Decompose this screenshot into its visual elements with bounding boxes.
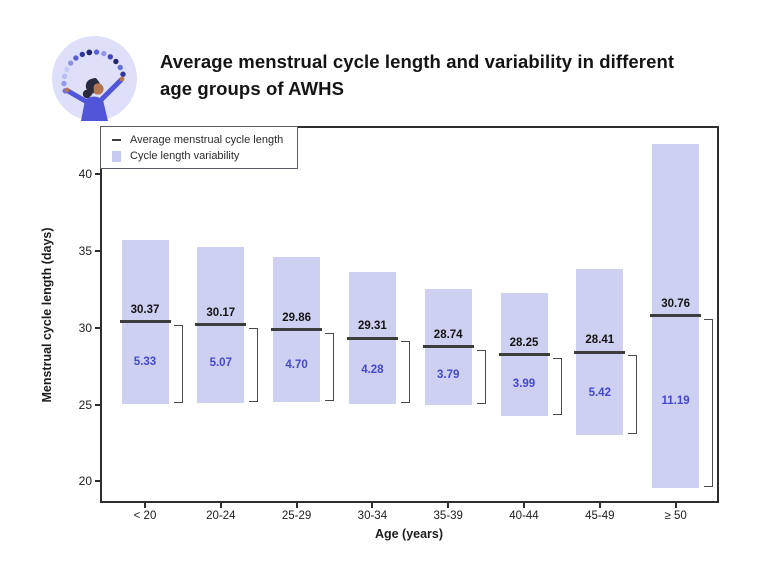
- variability-value-label: 5.42: [588, 386, 611, 399]
- x-tick: [219, 503, 222, 508]
- average-value-label: 28.74: [433, 328, 463, 341]
- y-tick-label: 25: [78, 397, 92, 412]
- y-tick: [95, 326, 100, 329]
- variability-bracket: [476, 349, 486, 405]
- legend-label: Average menstrual cycle length: [130, 134, 284, 146]
- x-tick: [144, 503, 146, 508]
- y-tick: [95, 403, 100, 406]
- average-line: [195, 323, 247, 327]
- y-tick-label: 30: [78, 320, 92, 335]
- variability-bracket: [173, 324, 183, 403]
- woman-with-dots-arc-icon: [52, 36, 137, 121]
- chart-legend: Average menstrual cycle length Cycle len…: [100, 126, 298, 169]
- woman-figure: [64, 76, 125, 121]
- variability-value-label: 5.33: [133, 355, 157, 368]
- dots-arc: [61, 49, 126, 94]
- average-line: [650, 314, 702, 318]
- variability-box-swatch-icon: [112, 150, 121, 162]
- average-line: [498, 353, 550, 356]
- variability-value-label: 4.28: [361, 364, 384, 377]
- average-value-label: 30.17: [206, 306, 236, 319]
- average-line: [271, 328, 323, 332]
- average-value-label: 28.25: [509, 336, 539, 349]
- x-tick-label: 40-44: [509, 510, 539, 522]
- x-axis-title: Age (years): [374, 527, 444, 541]
- x-tick-label: 25-29: [281, 510, 312, 522]
- variability-bracket: [704, 318, 714, 488]
- average-line: [422, 345, 474, 349]
- x-tick-label: 20-24: [206, 510, 236, 522]
- y-tick: [95, 249, 100, 252]
- x-tick-label: 30-34: [357, 510, 388, 522]
- variability-bracket: [249, 327, 259, 402]
- legend-item-average: Average menstrual cycle length: [112, 132, 297, 148]
- variability-bracket: [552, 357, 562, 415]
- title-line-1: Average menstrual cycle length and varia…: [160, 51, 675, 72]
- average-line-swatch-icon: [112, 138, 121, 142]
- x-tick-label: 35-39: [433, 510, 463, 522]
- variability-value-label: 5.07: [209, 356, 232, 369]
- variability-value-label: 3.99: [512, 378, 536, 391]
- x-tick-label: 45-49: [585, 510, 615, 522]
- average-line: [574, 350, 626, 354]
- legend-label: Cycle length variability: [130, 150, 240, 162]
- average-value-label: 30.76: [661, 297, 690, 310]
- x-tick: [447, 503, 450, 508]
- page-title: Average menstrual cycle length and varia…: [160, 48, 735, 102]
- y-axis-title: Menstrual cycle length (days): [40, 227, 54, 403]
- y-tick: [95, 480, 100, 483]
- y-tick-label: 20: [78, 474, 92, 489]
- x-tick: [295, 503, 298, 508]
- awhs-logo: [52, 36, 137, 121]
- average-value-label: 29.86: [282, 311, 311, 324]
- x-tick-label: < 20: [133, 510, 157, 522]
- average-line: [119, 320, 171, 324]
- y-tick-label: 40: [78, 166, 92, 181]
- x-tick: [674, 503, 677, 508]
- variability-value-label: 4.70: [285, 358, 308, 371]
- x-tick: [598, 503, 601, 508]
- average-value-label: 30.37: [130, 303, 160, 316]
- x-tick-label: ≥ 50: [664, 510, 687, 522]
- title-line-2: age groups of AWHS: [160, 78, 345, 99]
- y-tick-label: 35: [78, 243, 92, 258]
- variability-value-label: 3.79: [436, 369, 460, 382]
- legend-item-variability: Cycle length variability: [112, 148, 297, 164]
- x-tick: [523, 503, 525, 508]
- y-tick: [95, 172, 100, 175]
- variability-bracket: [628, 355, 638, 435]
- average-value-label: 29.31: [358, 320, 387, 333]
- average-value-label: 28.41: [585, 334, 615, 347]
- average-line: [346, 336, 398, 340]
- variability-value-label: 11.19: [661, 394, 690, 407]
- variability-bracket: [325, 332, 335, 402]
- variability-bracket: [400, 341, 410, 404]
- x-tick: [371, 503, 374, 508]
